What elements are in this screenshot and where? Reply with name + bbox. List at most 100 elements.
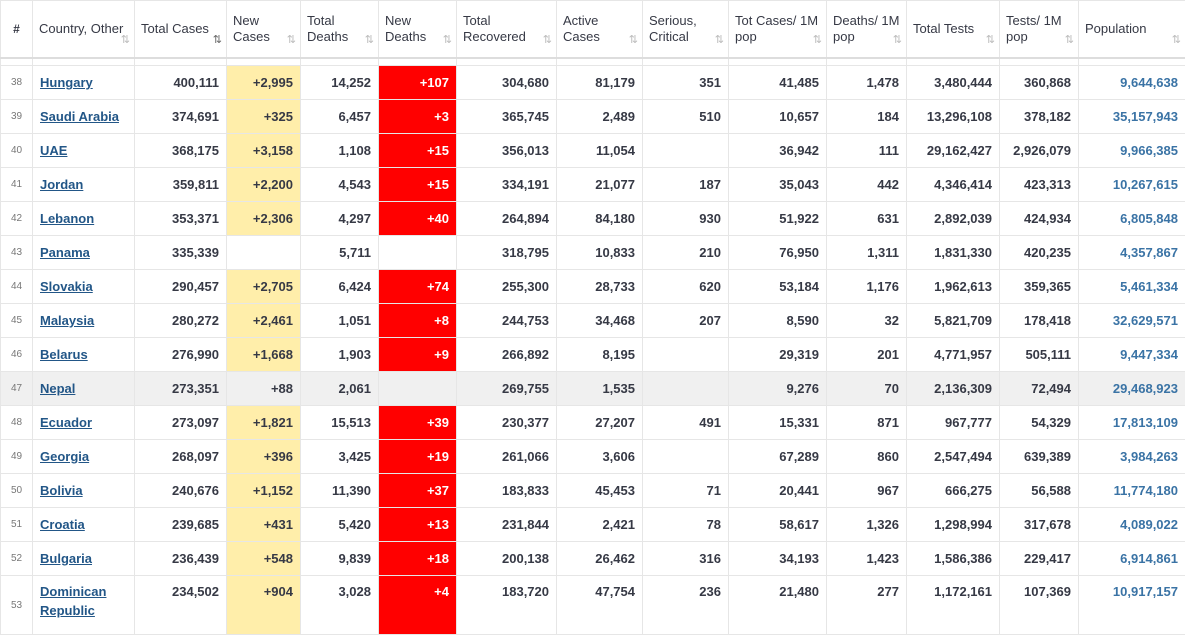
header-new-cases[interactable]: New Cases⇅: [227, 1, 301, 59]
population-cell: 6,805,848: [1079, 202, 1185, 236]
total-recovered-cell: 183,833: [457, 474, 557, 508]
rank-cell: 47: [1, 372, 33, 406]
deaths-per-million-cell: 1,311: [827, 236, 907, 270]
total-deaths-cell: 15,513: [301, 406, 379, 440]
country-link[interactable]: Slovakia: [40, 277, 93, 296]
total-cases-cell: 290,457: [135, 270, 227, 304]
tests-per-million-cell: 359,365: [1000, 270, 1079, 304]
header-total-tests[interactable]: Total Tests ⇅: [907, 1, 1000, 59]
country-link[interactable]: Saudi Arabia: [40, 107, 119, 126]
deaths-per-million-cell: 860: [827, 440, 907, 474]
header-label: Total Cases: [141, 21, 209, 36]
total-recovered-cell: 365,745: [457, 100, 557, 134]
country-link[interactable]: Nepal: [40, 379, 75, 398]
population-cell: 17,813,109: [1079, 406, 1185, 440]
country-cell: Bolivia: [33, 474, 135, 508]
active-cases-cell: 84,180: [557, 202, 643, 236]
total-tests-cell: 2,892,039: [907, 202, 1000, 236]
total-tests-cell: 29,162,427: [907, 134, 1000, 168]
tests-per-million-cell: 317,678: [1000, 508, 1079, 542]
country-link[interactable]: Dominican Republic: [40, 582, 120, 620]
country-link[interactable]: Panama: [40, 243, 90, 262]
header-total-recovered[interactable]: Total Recovered⇅: [457, 1, 557, 59]
country-link[interactable]: Belarus: [40, 345, 88, 364]
tests-per-million-cell: 54,329: [1000, 406, 1079, 440]
deaths-per-million-cell: 1,478: [827, 66, 907, 100]
active-cases-cell: 45,453: [557, 474, 643, 508]
sort-arrows-icon[interactable]: ⇅: [443, 32, 450, 48]
serious-critical-cell: 930: [643, 202, 729, 236]
header-country[interactable]: Country, Other⇅: [33, 1, 135, 59]
country-link[interactable]: Hungary: [40, 73, 93, 92]
total-recovered-cell: 334,191: [457, 168, 557, 202]
header-deaths-per-million[interactable]: Deaths/ 1M pop⇅: [827, 1, 907, 59]
sort-arrows-icon[interactable]: ⇅: [715, 32, 722, 48]
sort-arrows-icon[interactable]: ⇅: [629, 32, 636, 48]
country-link[interactable]: Malaysia: [40, 311, 94, 330]
header-total-cases[interactable]: Total Cases ⇅: [135, 1, 227, 59]
table-header-row: #Country, Other⇅Total Cases⇅New Cases⇅To…: [1, 1, 1185, 59]
cases-per-million-cell: 34,193: [729, 542, 827, 576]
header-new-deaths[interactable]: New Deaths⇅: [379, 1, 457, 59]
total-recovered-cell: 255,300: [457, 270, 557, 304]
total-deaths-cell: 5,711: [301, 236, 379, 270]
header-active-cases[interactable]: Active Cases⇅: [557, 1, 643, 59]
tests-per-million-cell: 178,418: [1000, 304, 1079, 338]
deaths-per-million-cell: 1,326: [827, 508, 907, 542]
country-link[interactable]: Ecuador: [40, 413, 92, 432]
sort-arrows-icon[interactable]: ⇅: [813, 32, 820, 48]
sort-arrows-icon[interactable]: ⇅: [287, 32, 294, 48]
total-deaths-cell: 9,839: [301, 542, 379, 576]
country-link[interactable]: UAE: [40, 141, 67, 160]
sort-arrows-icon[interactable]: ⇅: [365, 32, 372, 48]
cases-per-million-cell: 76,950: [729, 236, 827, 270]
rank-cell: 46: [1, 338, 33, 372]
country-link[interactable]: Jordan: [40, 175, 83, 194]
header-population[interactable]: Population⇅: [1079, 1, 1185, 59]
population-cell: 6,914,861: [1079, 542, 1185, 576]
total-cases-cell: 374,691: [135, 100, 227, 134]
header-label: #: [13, 22, 20, 36]
active-cases-cell: 28,733: [557, 270, 643, 304]
header-tests-per-million[interactable]: Tests/ 1M pop⇅: [1000, 1, 1079, 59]
header-label: Total Tests: [913, 21, 974, 36]
country-link[interactable]: Lebanon: [40, 209, 94, 228]
header-total-deaths[interactable]: Total Deaths⇅: [301, 1, 379, 59]
country-cell: Panama: [33, 236, 135, 270]
total-recovered-cell: 264,894: [457, 202, 557, 236]
country-link[interactable]: Croatia: [40, 515, 85, 534]
total-tests-cell: 967,777: [907, 406, 1000, 440]
rank-cell: 39: [1, 100, 33, 134]
country-link[interactable]: Georgia: [40, 447, 89, 466]
new-deaths-cell: +74: [379, 270, 457, 304]
total-cases-cell: 353,371: [135, 202, 227, 236]
cases-per-million-cell: 9,276: [729, 372, 827, 406]
total-tests-cell: 3,480,444: [907, 66, 1000, 100]
sort-arrows-icon[interactable]: ⇅: [893, 32, 900, 48]
header-rank: #: [1, 1, 33, 59]
sort-arrows-icon[interactable]: ⇅: [1172, 32, 1179, 48]
total-cases-cell: 240,676: [135, 474, 227, 508]
deaths-per-million-cell: 111: [827, 134, 907, 168]
new-deaths-cell: +107: [379, 66, 457, 100]
sort-arrows-icon[interactable]: ⇅: [543, 32, 550, 48]
new-deaths-cell: [379, 236, 457, 270]
sort-arrows-icon[interactable]: ⇅: [986, 32, 993, 48]
sort-arrows-icon[interactable]: ⇅: [1065, 32, 1072, 48]
population-cell: 4,089,022: [1079, 508, 1185, 542]
header-cases-per-million[interactable]: Tot Cases/ 1M pop⇅: [729, 1, 827, 59]
total-recovered-cell: 266,892: [457, 338, 557, 372]
country-cell: Saudi Arabia: [33, 100, 135, 134]
serious-critical-cell: 210: [643, 236, 729, 270]
total-deaths-cell: 1,051: [301, 304, 379, 338]
country-link[interactable]: Bolivia: [40, 481, 83, 500]
header-serious-critical[interactable]: Serious, Critical⇅: [643, 1, 729, 59]
sort-arrows-icon[interactable]: ⇅: [213, 32, 220, 48]
new-deaths-cell: +40: [379, 202, 457, 236]
sort-arrows-icon[interactable]: ⇅: [121, 32, 128, 48]
country-link[interactable]: Bulgaria: [40, 549, 92, 568]
